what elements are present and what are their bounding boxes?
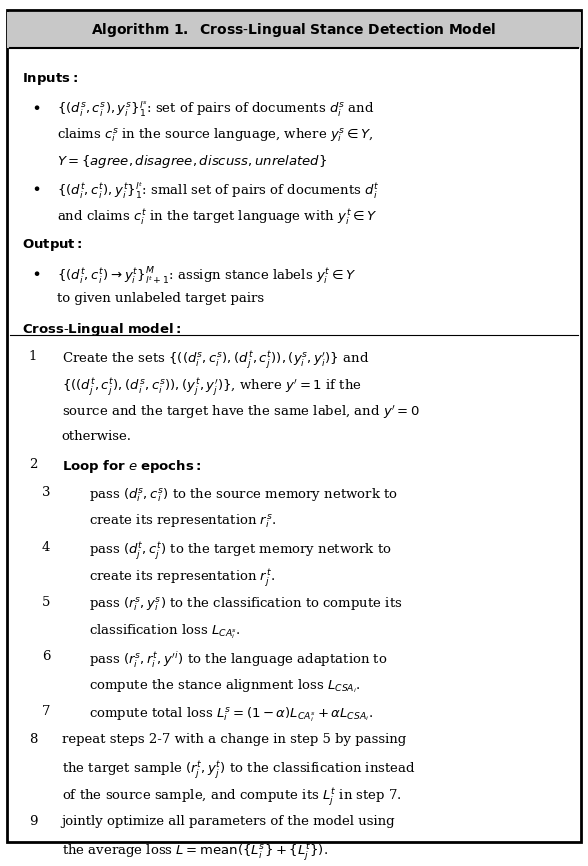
Text: jointly optimize all parameters of the model using: jointly optimize all parameters of the m… xyxy=(62,815,395,828)
Text: compute the stance alignment loss $L_{CSA_i}$.: compute the stance alignment loss $L_{CS… xyxy=(89,677,361,695)
Text: classification loss $L_{CA_i^s}$.: classification loss $L_{CA_i^s}$. xyxy=(89,623,241,641)
Text: $\mathbf{Algorithm\ 1.\ \ Cross\text{-}Lingual\ Stance\ Detection\ Model}$: $\mathbf{Algorithm\ 1.\ \ Cross\text{-}L… xyxy=(91,21,497,39)
Text: the target sample $(r_j^t, y_j^t)$ to the classification instead: the target sample $(r_j^t, y_j^t)$ to th… xyxy=(62,760,415,781)
Text: 2: 2 xyxy=(29,458,37,471)
Text: Create the sets $\{((d_i^s, c_i^s), (d_j^t, c_j^t)), (y_i^s, y_i')\}$ and: Create the sets $\{((d_i^s, c_i^s), (d_j… xyxy=(62,350,369,371)
Text: pass $(r_i^s, r_i^t, y'^i)$ to the language adaptation to: pass $(r_i^s, r_i^t, y'^i)$ to the langu… xyxy=(89,650,387,669)
Text: $\{(d_i^s, c_i^s), y_i^s\}_1^{l^s}$: set of pairs of documents $d_i^s$ and: $\{(d_i^s, c_i^s), y_i^s\}_1^{l^s}$: set… xyxy=(57,100,375,119)
Text: the average loss $L = \mathrm{mean}(\{L_i^s\} + \{L_j^t\})$.: the average loss $L = \mathrm{mean}(\{L_… xyxy=(62,842,328,863)
Text: source and the target have the same label, and $y' = 0$: source and the target have the same labe… xyxy=(62,403,420,421)
Text: 9: 9 xyxy=(29,815,38,828)
Text: $\{(d_i^t, c_i^t), y_i^t\}_1^{l^t}$: small set of pairs of documents $d_i^t$: $\{(d_i^t, c_i^t), y_i^t\}_1^{l^t}$: sma… xyxy=(57,181,380,202)
Text: and claims $c_i^t$ in the target language with $y_i^t \in Y$: and claims $c_i^t$ in the target languag… xyxy=(57,208,377,227)
Text: compute total loss $L_i^s = (1-\alpha)L_{CA_i^s}+\alpha L_{CSA_i}$.: compute total loss $L_i^s = (1-\alpha)L_… xyxy=(89,705,373,724)
Text: $Y = \{agree, disagree, discuss, unrelated\}$: $Y = \{agree, disagree, discuss, unrelat… xyxy=(57,153,327,170)
Text: of the source sample, and compute its $L_j^t$ in step 7.: of the source sample, and compute its $L… xyxy=(62,786,402,808)
Text: pass $(d_j^t, c_j^t)$ to the target memory network to: pass $(d_j^t, c_j^t)$ to the target memo… xyxy=(89,540,392,562)
Text: $\mathbf{Loop\ for}$ $e$ $\mathbf{epochs:}$: $\mathbf{Loop\ for}$ $e$ $\mathbf{epochs… xyxy=(62,458,201,475)
Text: repeat steps 2-7 with a change in step 5 by passing: repeat steps 2-7 with a change in step 5… xyxy=(62,734,406,746)
Text: otherwise.: otherwise. xyxy=(62,430,132,443)
Text: to given unlabeled target pairs: to given unlabeled target pairs xyxy=(57,292,264,305)
Text: claims $c_i^s$ in the source language, where $y_i^s \in Y$,: claims $c_i^s$ in the source language, w… xyxy=(57,126,373,144)
Text: $\mathbf{Output:}$: $\mathbf{Output:}$ xyxy=(22,237,82,253)
Text: $\bullet$: $\bullet$ xyxy=(31,179,40,197)
Text: $\bullet$: $\bullet$ xyxy=(31,98,40,115)
Text: $\mathbf{Inputs:}$: $\mathbf{Inputs:}$ xyxy=(22,72,78,87)
Text: $\{(d_i^t, c_i^t) \rightarrow y_i^t\}_{l^t+1}^{M}$: assign stance labels $y_i^t : $\{(d_i^t, c_i^t) \rightarrow y_i^t\}_{l… xyxy=(57,265,356,287)
Text: $\bullet$: $\bullet$ xyxy=(31,263,40,281)
Text: 5: 5 xyxy=(42,596,50,609)
Text: 6: 6 xyxy=(42,650,50,663)
Text: create its representation $r_i^s$.: create its representation $r_i^s$. xyxy=(89,513,276,530)
Text: $\{((d_j^t, c_j^t), (d_i^s, c_i^s)), (y_j^t, y_j')\}$, where $y' = 1$ if the: $\{((d_j^t, c_j^t), (d_i^s, c_i^s)), (y_… xyxy=(62,377,362,397)
Text: $\mathbf{Cross\text{-}Lingual\ model:}$: $\mathbf{Cross\text{-}Lingual\ model:}$ xyxy=(22,321,181,339)
Text: 3: 3 xyxy=(42,486,50,499)
Text: pass $(r_i^s, y_i^s)$ to the classification to compute its: pass $(r_i^s, y_i^s)$ to the classificat… xyxy=(89,596,403,613)
Text: 1: 1 xyxy=(29,350,37,363)
FancyBboxPatch shape xyxy=(7,11,581,48)
Text: 8: 8 xyxy=(29,734,37,746)
FancyBboxPatch shape xyxy=(7,10,581,842)
Text: pass $(d_i^s, c_i^s)$ to the source memory network to: pass $(d_i^s, c_i^s)$ to the source memo… xyxy=(89,486,398,504)
Text: 7: 7 xyxy=(42,705,50,718)
Text: create its representation $r_j^t$.: create its representation $r_j^t$. xyxy=(89,567,275,589)
Text: 4: 4 xyxy=(42,540,50,553)
